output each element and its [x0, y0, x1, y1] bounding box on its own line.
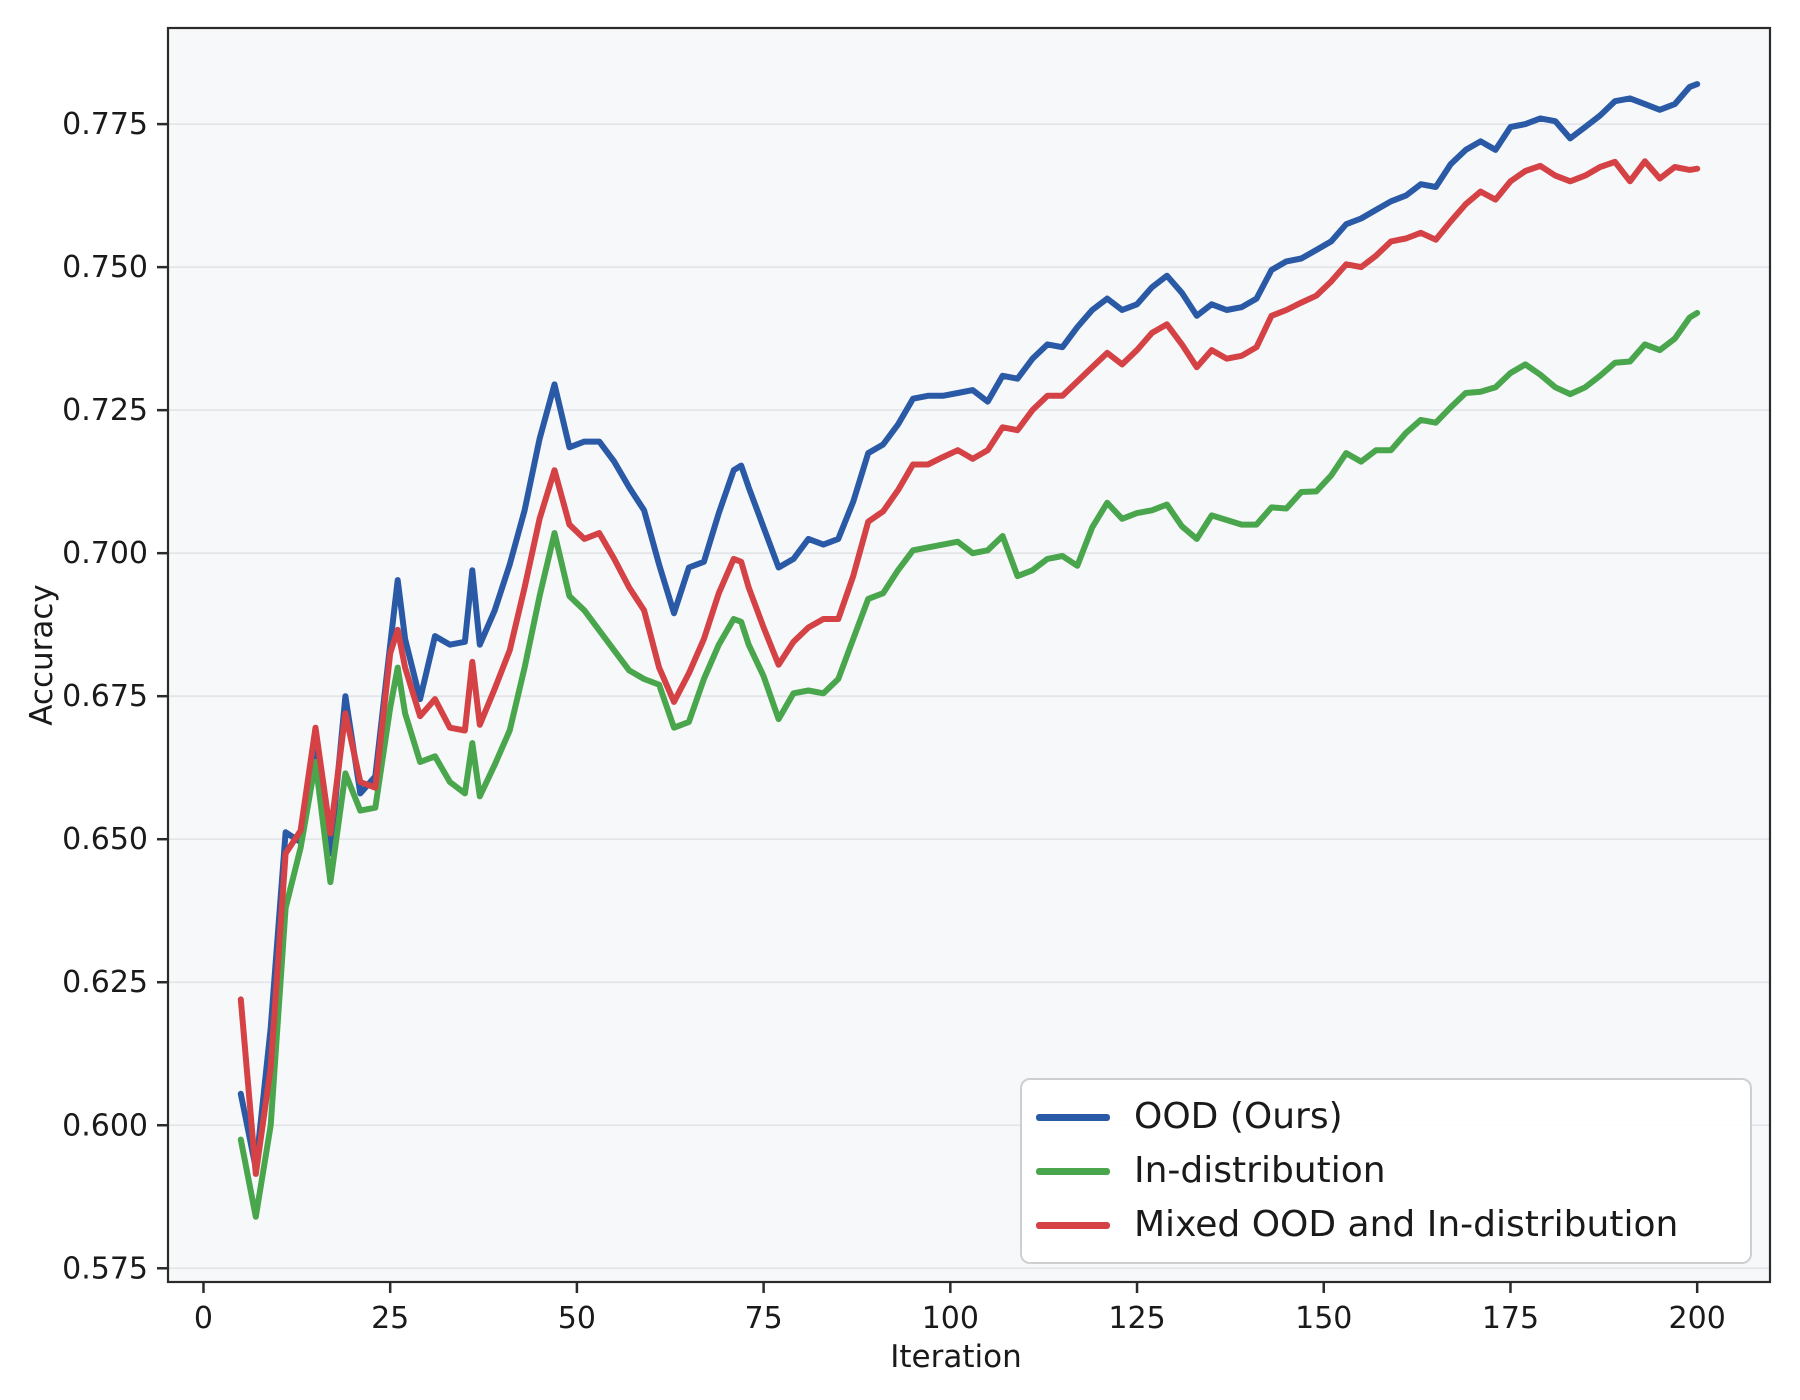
legend-entry-label: Mixed OOD and In-distribution [1134, 1204, 1679, 1245]
series-line-ood [237, 81, 1701, 1172]
y-tick-label: 0.725 [62, 393, 148, 428]
y-tick-label: 0.600 [62, 1108, 148, 1143]
y-axis-title: Accuracy [24, 584, 60, 726]
legend-swatch-in-distribution [1036, 1167, 1110, 1175]
legend-swatch-ood [1036, 1113, 1110, 1121]
y-tick-label: 0.775 [62, 107, 148, 142]
legend: OOD (Ours) In-distribution Mixed OOD and I… [1020, 1078, 1752, 1264]
legend-swatch-mixed [1036, 1221, 1110, 1229]
x-tick-label: 50 [558, 1301, 596, 1336]
legend-entry-in-distribution: In-distribution [1036, 1153, 1750, 1189]
x-axis-title: Iteration [890, 1339, 1022, 1375]
y-tick-label: 0.750 [62, 250, 148, 285]
x-tick-label: 0 [194, 1301, 213, 1336]
series-line-in-distribution [237, 309, 1701, 1220]
x-tick-label: 150 [1295, 1301, 1352, 1336]
legend-entry-label: In-distribution [1134, 1150, 1386, 1191]
legend-entry-label: OOD (Ours) [1134, 1096, 1343, 1137]
legend-entry-mixed: Mixed OOD and In-distribution [1036, 1207, 1750, 1243]
y-tick-label: 0.575 [62, 1251, 148, 1286]
axes-spines [166, 26, 1772, 1284]
y-tick-label: 0.650 [62, 822, 148, 857]
legend-entry-ood: OOD (Ours) [1036, 1099, 1750, 1135]
x-tick-label: 175 [1482, 1301, 1539, 1336]
x-tick-label: 25 [371, 1301, 409, 1336]
x-tick-label: 125 [1108, 1301, 1165, 1336]
x-tick-label: 200 [1669, 1301, 1726, 1336]
y-tick-label: 0.625 [62, 965, 148, 1000]
plot-background [168, 28, 1770, 1282]
x-tick-label: 75 [745, 1301, 783, 1336]
y-tick-label: 0.675 [62, 679, 148, 714]
y-tick-label: 0.700 [62, 536, 148, 571]
series-line-mixed [237, 158, 1701, 1177]
x-tick-label: 100 [922, 1301, 979, 1336]
